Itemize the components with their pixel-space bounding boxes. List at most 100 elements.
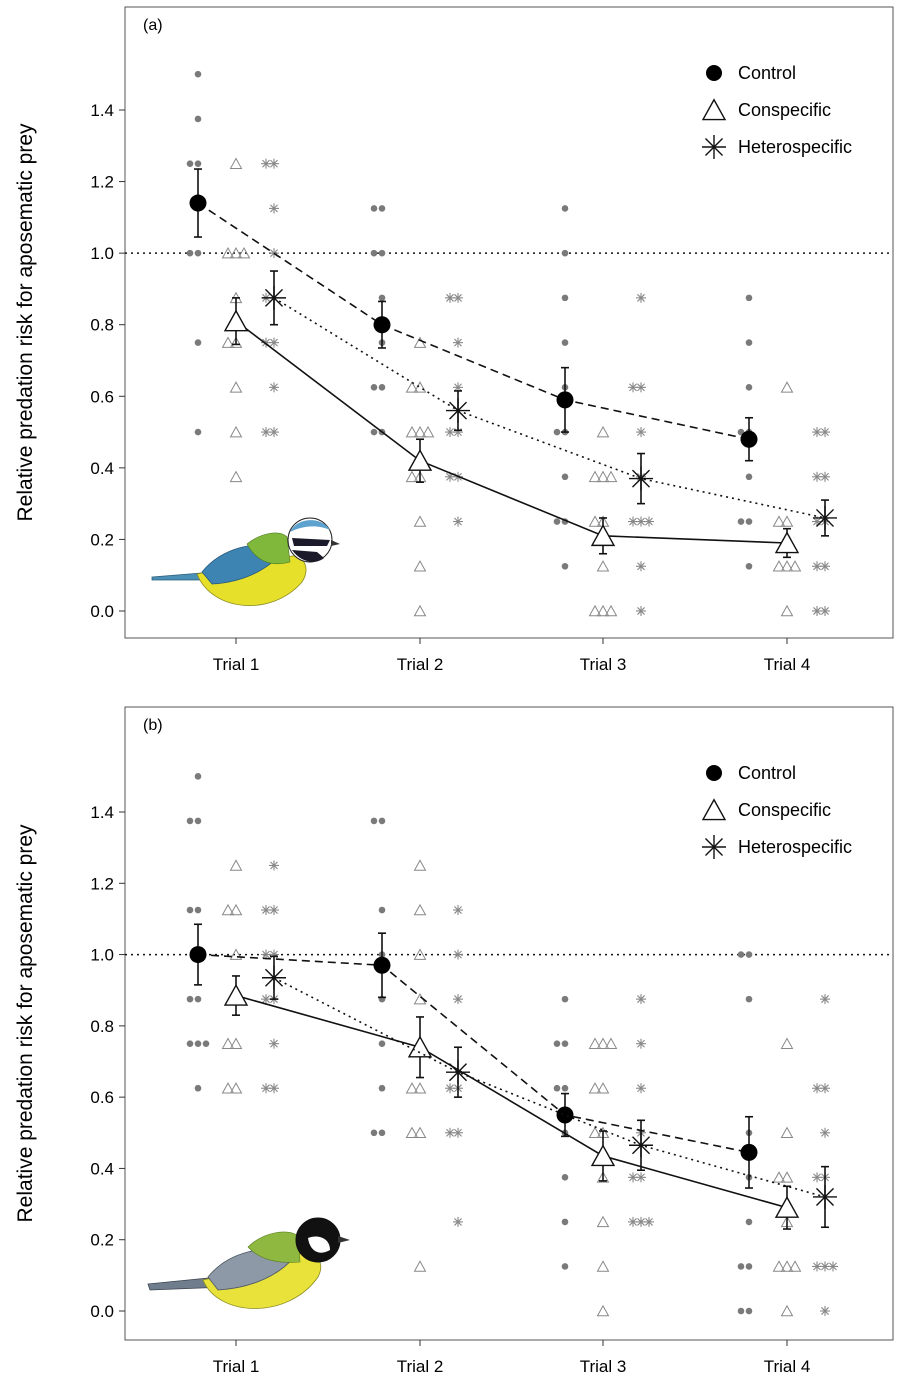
raw-point <box>453 949 463 960</box>
mean-point <box>446 398 470 423</box>
raw-point <box>553 428 561 436</box>
raw-point <box>269 860 279 871</box>
y-tick-label: 1.0 <box>90 244 114 263</box>
raw-point-stroke <box>821 1262 829 1271</box>
raw-point <box>237 246 251 259</box>
raw-point <box>788 560 802 572</box>
raw-point-stroke <box>821 1128 829 1137</box>
raw-point <box>820 1083 830 1094</box>
y-axis-title: Relative predation risk for aposematic p… <box>14 123 37 522</box>
raw-point <box>588 604 602 617</box>
raw-point <box>405 425 419 438</box>
mean-point-stroke <box>264 968 284 987</box>
raw-point <box>269 203 279 214</box>
raw-point-stroke <box>629 1173 637 1182</box>
series-line <box>273 297 826 519</box>
raw-point <box>812 1083 822 1094</box>
raw-point <box>588 1037 602 1049</box>
legend-label: Conspecific <box>738 100 831 120</box>
raw-point <box>745 384 753 391</box>
raw-point <box>644 1216 654 1227</box>
raw-point <box>453 516 463 527</box>
mean-point <box>774 531 800 554</box>
raw-point <box>261 949 271 960</box>
raw-point <box>378 906 386 914</box>
raw-point <box>745 294 753 302</box>
raw-point <box>413 604 427 617</box>
raw-point <box>261 1083 271 1094</box>
raw-point <box>604 604 618 617</box>
raw-point <box>370 205 378 212</box>
raw-point <box>445 292 455 303</box>
raw-point <box>604 470 618 483</box>
raw-point <box>628 1216 638 1227</box>
raw-point <box>413 1260 427 1272</box>
raw-point-stroke <box>813 1262 821 1271</box>
legend-marker <box>702 135 726 159</box>
mean-point-stroke <box>264 288 284 307</box>
raw-point <box>405 1082 419 1094</box>
raw-point-stroke <box>813 1084 821 1093</box>
legend-marker <box>706 765 722 781</box>
raw-point <box>596 1260 610 1272</box>
raw-point-stroke <box>813 517 821 526</box>
raw-point <box>828 1261 838 1272</box>
raw-point <box>370 817 378 825</box>
raw-point-stroke <box>454 383 462 392</box>
legend-marker <box>706 65 722 81</box>
raw-point-stroke <box>270 906 278 914</box>
mean-point-stroke <box>631 469 651 488</box>
raw-point <box>413 859 427 871</box>
plot-frame <box>124 706 894 1341</box>
raw-point <box>413 560 427 572</box>
panel-label: (b) <box>143 717 163 734</box>
raw-point-stroke <box>813 607 821 615</box>
raw-point <box>780 1304 794 1317</box>
series-heterospecific <box>262 270 837 537</box>
raw-point <box>596 1082 610 1094</box>
raw-point <box>378 249 386 257</box>
raw-point <box>378 294 386 302</box>
raw-point-stroke <box>821 428 829 437</box>
mean-point <box>189 194 207 212</box>
raw-point <box>186 817 194 825</box>
mean-point <box>590 1144 616 1167</box>
bird-beak <box>338 1236 350 1243</box>
raw-point <box>772 1260 786 1272</box>
raw-point <box>636 994 646 1005</box>
bird-beak <box>331 540 340 546</box>
raw-point <box>221 1037 235 1049</box>
raw-point <box>596 1171 610 1183</box>
raw-point <box>186 995 194 1003</box>
raw-point <box>221 1082 235 1094</box>
raw-point <box>194 428 202 436</box>
series-conspecific <box>223 297 800 559</box>
raw-point-stroke <box>262 995 270 1004</box>
mean-point <box>813 1184 837 1209</box>
raw-point <box>737 1307 745 1315</box>
panel-b: (b) Relative predation risk for aposemati… <box>14 706 894 1376</box>
raw-point <box>820 1127 830 1138</box>
raw-point <box>378 1129 386 1137</box>
series-line <box>235 994 788 1209</box>
raw-point-stroke <box>446 1084 454 1093</box>
panel-a: (a) Relative predation risk for aposemati… <box>14 6 894 674</box>
raw-point <box>194 906 202 914</box>
mean-point <box>446 1060 470 1085</box>
raw-point <box>780 1126 794 1139</box>
raw-point <box>269 382 279 393</box>
raw-point <box>596 470 610 483</box>
mean-point <box>223 983 249 1006</box>
raw-point <box>644 516 654 527</box>
raw-point <box>229 336 243 348</box>
raw-point-stroke <box>813 1173 821 1182</box>
y-tick-label: 0.8 <box>90 1017 114 1036</box>
raw-point <box>413 336 427 348</box>
series-heterospecific <box>262 955 837 1229</box>
raw-point <box>413 903 427 916</box>
raw-point-stroke <box>637 607 645 615</box>
raw-point-stroke <box>446 1128 454 1137</box>
raw-point <box>229 903 243 916</box>
x-tick-label: Trial 3 <box>580 1357 627 1376</box>
legend-label: Control <box>738 63 796 83</box>
